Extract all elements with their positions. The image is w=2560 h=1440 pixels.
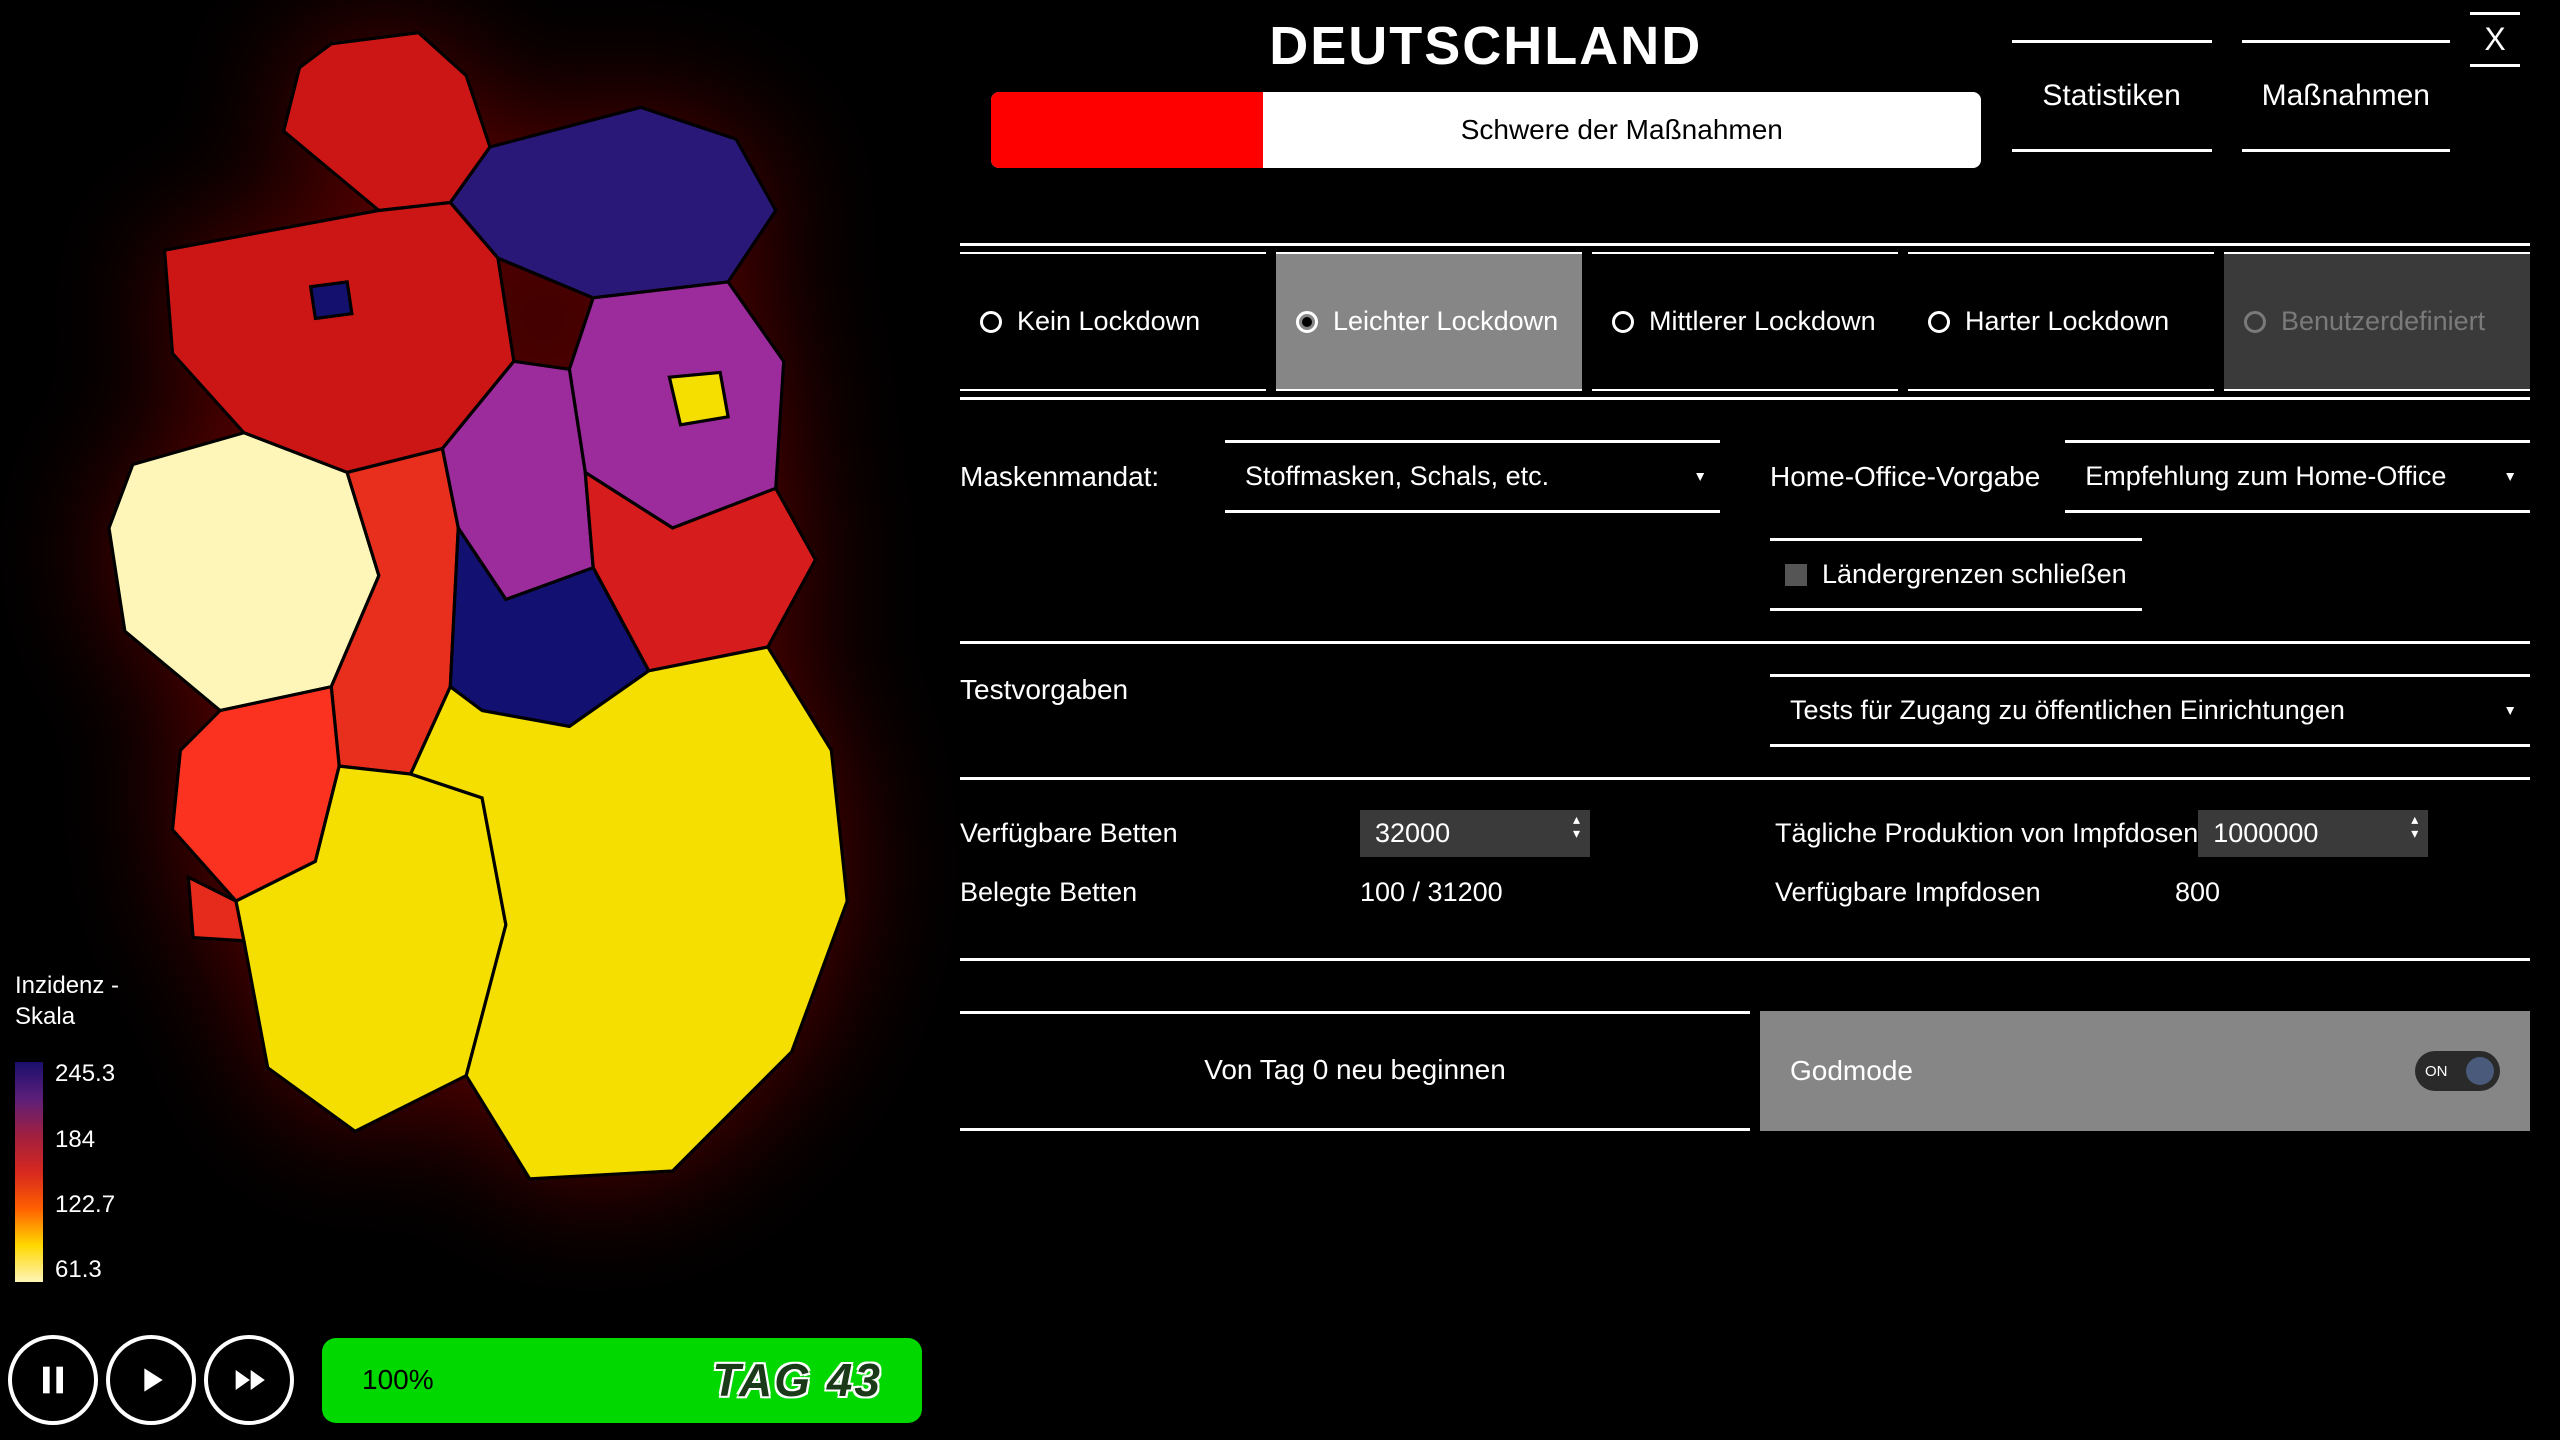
map-panel: Inzidenz -Skala 245.3 184 122.7 61.3 100… [0, 0, 960, 1440]
day-percent: 100% [362, 1364, 434, 1396]
tabs: Statistiken Maßnahmen [2012, 40, 2450, 152]
tab-measures[interactable]: Maßnahmen [2242, 40, 2450, 152]
legend: Inzidenz -Skala 245.3 184 122.7 61.3 [15, 970, 119, 1282]
godmode-label: Godmode [1790, 1055, 1913, 1087]
close-button[interactable]: X [2470, 12, 2520, 67]
severity-fill [991, 92, 1263, 168]
germany-map-area [20, 20, 940, 1280]
vaccine-prod-input[interactable]: 1000000 [2198, 810, 2428, 857]
legend-color-bar [15, 1062, 43, 1282]
vaccine-avail-label: Verfügbare Impfdosen [1775, 877, 2175, 908]
beds-occ-label: Belegte Betten [960, 877, 1360, 908]
restart-button[interactable]: Von Tag 0 neu beginnen [960, 1011, 1750, 1131]
severity-bar: Schwere der Maßnahmen [991, 92, 1981, 168]
close-borders-checkbox[interactable]: Ländergrenzen schließen [1770, 538, 2142, 611]
playback-bar: 100% TAG 43 [8, 1335, 922, 1425]
state-sh[interactable] [284, 33, 490, 211]
godmode-panel: Godmode ON [1760, 1011, 2530, 1131]
play-button[interactable] [106, 1335, 196, 1425]
lockdown-options: Kein Lockdown Leichter Lockdown Mittlere… [960, 252, 2530, 391]
state-be[interactable] [669, 372, 728, 424]
lockdown-custom: Benutzerdefiniert [2224, 252, 2530, 391]
germany-map[interactable] [20, 20, 960, 1290]
beds-occ-value: 100 / 31200 [1360, 877, 1503, 908]
toggle-knob-icon [2466, 1057, 2494, 1085]
homeoffice-select[interactable]: Empfehlung zum Home-Office [2065, 440, 2530, 513]
controls-panel: X DEUTSCHLAND Schwere der Maßnahmen Stat… [960, 0, 2560, 1440]
legend-title: Inzidenz -Skala [15, 970, 119, 1032]
mask-label: Maskenmandat: [960, 461, 1200, 493]
beds-avail-label: Verfügbare Betten [960, 818, 1360, 849]
lockdown-hard[interactable]: Harter Lockdown [1908, 252, 2214, 391]
checkbox-icon [1785, 564, 1807, 586]
state-hb[interactable] [311, 282, 352, 319]
godmode-toggle[interactable]: ON [2415, 1051, 2500, 1091]
day-label: TAG 43 [712, 1353, 882, 1407]
tab-statistics[interactable]: Statistiken [2012, 40, 2212, 152]
day-progress-bar: 100% TAG 43 [322, 1338, 922, 1423]
pause-button[interactable] [8, 1335, 98, 1425]
lockdown-none[interactable]: Kein Lockdown [960, 252, 1266, 391]
lockdown-medium[interactable]: Mittlerer Lockdown [1592, 252, 1898, 391]
beds-avail-input[interactable]: 32000 [1360, 810, 1590, 857]
legend-labels: 245.3 184 122.7 61.3 [55, 1062, 115, 1282]
testing-label: Testvorgaben [960, 674, 1720, 706]
testing-select[interactable]: Tests für Zugang zu öffentlichen Einrich… [1770, 674, 2530, 747]
vaccine-prod-label: Tägliche Produktion von Impfdosen [1775, 818, 2198, 849]
vaccine-avail-value: 800 [2175, 877, 2220, 908]
homeoffice-label: Home-Office-Vorgabe [1770, 461, 2040, 493]
fast-forward-button[interactable] [204, 1335, 294, 1425]
page-title: DEUTSCHLAND [960, 15, 2012, 77]
severity-label: Schwere der Maßnahmen [1263, 114, 1981, 146]
mask-select[interactable]: Stoffmasken, Schals, etc. [1225, 440, 1720, 513]
lockdown-light[interactable]: Leichter Lockdown [1276, 252, 1582, 391]
